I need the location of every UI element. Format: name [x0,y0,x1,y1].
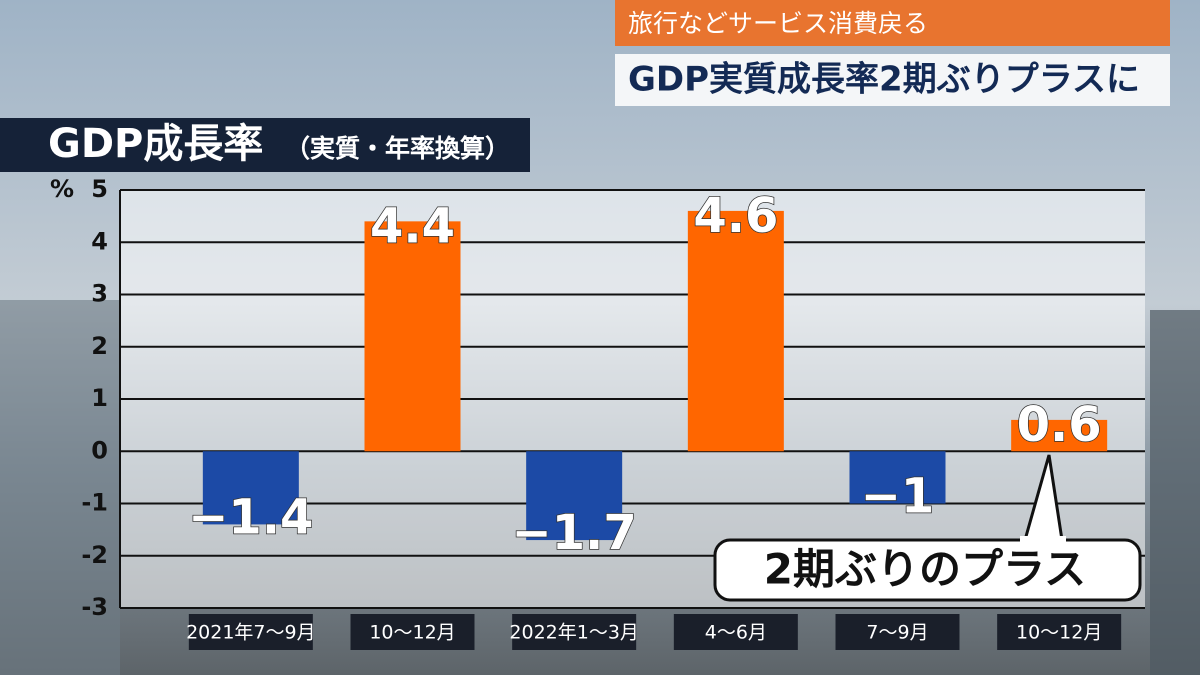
title-box [0,118,530,172]
y-tick-label: 5 [91,175,108,203]
y-tick-label: 4 [91,227,108,255]
headline-box [615,54,1170,106]
x-tick-box [835,614,960,650]
y-tick-label: -1 [81,489,108,517]
city-right [1150,310,1200,675]
bar [526,451,623,541]
x-tick-label: 7〜9月 [866,622,928,644]
bar [202,451,299,525]
y-tick-label: 3 [91,280,108,308]
y-tick-label: -3 [81,593,108,621]
x-tick-label: 2021年7〜9月 [186,622,316,644]
city-left [0,300,120,675]
kicker-box [615,0,1170,46]
x-tick-label: 2022年1〜3月 [509,622,639,644]
value-label: −1 [861,469,935,525]
y-tick-label: 2 [91,332,108,360]
x-tick-box [188,614,313,650]
value-label: 4.6 [693,188,778,244]
value-label: −1.7 [512,505,637,561]
x-tick-label: 10〜12月 [369,622,455,644]
y-tick-label: 0 [91,436,108,464]
kicker: 旅行などサービス消費戻る [628,9,928,38]
headline: GDP実質成長率2期ぶりプラスに [628,60,1140,100]
value-label: 4.4 [370,198,455,254]
annotation-bubble [713,454,1142,602]
x-tick-box [997,614,1122,650]
x-tick-box [673,614,798,650]
y-tick-label: -2 [81,541,108,569]
bar [849,451,946,504]
y-tick-label: 1 [91,384,108,412]
y-unit: % [50,175,74,203]
bubble-joint [1020,536,1066,544]
x-tick-box [350,614,475,650]
bar [364,221,461,452]
x-tick-label: 4〜6月 [705,622,767,644]
x-tick-label: 10〜12月 [1016,622,1102,644]
bar [687,210,784,452]
bar [1011,419,1108,452]
value-label: 0.6 [1017,397,1102,453]
value-label: −1.4 [188,489,313,545]
chart-subtitle: （実質・年率換算） [285,134,510,163]
annotation: 2期ぶりのプラス [764,545,1086,594]
chart-title: GDP成長率 [48,121,263,167]
x-tick-box [512,614,637,650]
